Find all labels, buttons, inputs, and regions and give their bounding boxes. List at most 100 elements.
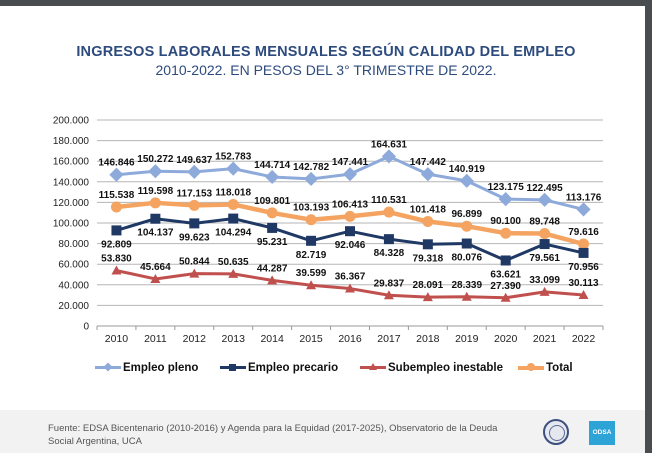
data-label: 33.099 xyxy=(529,275,560,286)
x-tick-label: 2011 xyxy=(144,333,167,345)
data-label: 104.137 xyxy=(137,228,174,239)
x-tick-label: 2012 xyxy=(183,333,207,345)
data-point-marker xyxy=(539,239,550,250)
data-label: 106.413 xyxy=(332,199,369,210)
data-point-marker xyxy=(150,273,161,283)
data-label: 39.599 xyxy=(296,268,327,279)
square-marker-icon xyxy=(220,363,246,373)
data-point-marker xyxy=(578,238,590,250)
data-label: 30.113 xyxy=(569,278,599,289)
data-label: 92.046 xyxy=(335,240,366,251)
data-point-marker xyxy=(111,265,122,275)
data-label: 79.616 xyxy=(568,227,599,238)
data-point-marker xyxy=(188,199,200,211)
data-point-marker xyxy=(381,149,396,164)
data-label: 115.538 xyxy=(99,190,135,201)
data-point-marker xyxy=(226,161,241,176)
footer: Fuente: EDSA Bicentenario (2010-2016) y … xyxy=(0,410,645,453)
data-point-marker xyxy=(461,291,472,301)
data-label: 99.623 xyxy=(179,232,210,243)
data-label: 79.318 xyxy=(413,253,444,264)
data-label: 118.018 xyxy=(215,187,251,198)
data-point-marker xyxy=(228,213,239,224)
data-point-marker xyxy=(267,275,278,285)
data-label: 28.091 xyxy=(413,280,444,291)
data-label: 45.664 xyxy=(140,262,171,273)
data-label: 63.621 xyxy=(490,269,521,280)
x-tick-label: 2010 xyxy=(105,333,129,345)
data-label: 29.837 xyxy=(374,278,405,289)
legend-label: Empleo pleno xyxy=(123,362,199,374)
data-point-marker xyxy=(345,226,355,237)
data-label: 90.100 xyxy=(490,216,521,227)
data-point-marker xyxy=(342,167,358,182)
data-point-marker xyxy=(578,289,589,299)
data-point-marker xyxy=(459,173,474,188)
data-label: 147.442 xyxy=(410,157,447,168)
slide xyxy=(0,6,645,453)
x-tick-label: 2016 xyxy=(338,333,362,345)
data-point-marker xyxy=(305,214,317,226)
y-tick-label: 20.000 xyxy=(58,301,89,312)
data-point-marker xyxy=(110,201,122,213)
data-label: 80.076 xyxy=(451,253,482,264)
series-group xyxy=(109,149,591,302)
data-label: 50.844 xyxy=(179,257,210,268)
data-point-marker xyxy=(149,197,161,209)
data-point-marker xyxy=(578,247,589,258)
data-point-marker xyxy=(461,220,473,232)
data-label: 122.495 xyxy=(527,183,564,194)
data-point-marker xyxy=(420,167,435,182)
data-label: 146.846 xyxy=(98,158,135,169)
data-point-marker xyxy=(150,213,161,224)
data-point-marker xyxy=(265,169,280,185)
x-tick-label: 2018 xyxy=(416,333,440,345)
data-point-marker xyxy=(187,164,202,179)
data-label: 164.631 xyxy=(371,139,408,150)
x-tick-label: 2015 xyxy=(299,333,323,345)
legend-item-empleo-pleno: Empleo pleno xyxy=(95,362,198,374)
legend-label: Subempleo inestable xyxy=(388,362,504,374)
data-label: 79.561 xyxy=(529,253,560,264)
y-tick-label: 160.000 xyxy=(53,157,90,168)
data-label: 149.637 xyxy=(176,155,213,166)
legend-label: Total xyxy=(546,362,573,374)
data-point-marker xyxy=(111,225,122,236)
y-tick-label: 180.000 xyxy=(53,136,90,147)
data-point-marker xyxy=(500,255,511,266)
data-point-marker xyxy=(539,286,550,296)
source-note: Fuente: EDSA Bicentenario (2010-2016) y … xyxy=(48,423,498,447)
data-label: 36.367 xyxy=(335,272,366,283)
data-point-marker xyxy=(267,222,278,233)
data-point-marker xyxy=(306,280,317,290)
data-label: 103.193 xyxy=(293,203,330,214)
y-tick-label: 80.000 xyxy=(58,239,89,250)
data-point-marker xyxy=(539,228,551,240)
x-tick-label: 2021 xyxy=(533,333,557,345)
data-point-marker xyxy=(576,202,591,217)
line-chart: 0 20.000 40.000 60.000 80.000 100.000 120.000 1… xyxy=(53,116,604,345)
data-label: 28.339 xyxy=(451,280,482,291)
data-label: 104.294 xyxy=(215,228,252,239)
data-point-marker xyxy=(304,171,319,187)
y-tick-label: 120.000 xyxy=(53,198,90,209)
data-point-marker xyxy=(500,292,511,302)
data-point-marker xyxy=(227,198,239,210)
data-point-marker xyxy=(228,268,239,278)
data-point-marker xyxy=(461,238,472,249)
y-axis-ticks: 0 20.000 40.000 60.000 80.000 100.000 120.000 1… xyxy=(53,116,90,333)
uca-seal-logo xyxy=(543,419,569,445)
data-label: 96.899 xyxy=(451,209,482,220)
x-tick-label: 2022 xyxy=(572,333,596,345)
data-point-marker xyxy=(266,207,278,219)
chart-title: INGRESOS LABORALES MENSUALES SEGÚN CALID… xyxy=(76,44,576,60)
chart-subtitle: 2010-2022. EN PESOS DEL 3° TRIMESTRE DE … xyxy=(155,62,497,78)
triangle-marker-icon xyxy=(360,363,386,373)
x-axis: 2010 2011 2012 2013 2014 2015 2016 2017 2018 2019… xyxy=(96,325,604,345)
data-label: 50.635 xyxy=(218,257,249,268)
x-tick-label: 2019 xyxy=(455,333,479,345)
circle-marker-icon xyxy=(518,363,544,373)
legend-item-empleo-precario: Empleo precario xyxy=(220,362,338,374)
legend-item-total: Total xyxy=(518,362,573,374)
x-tick-label: 2013 xyxy=(222,333,246,345)
